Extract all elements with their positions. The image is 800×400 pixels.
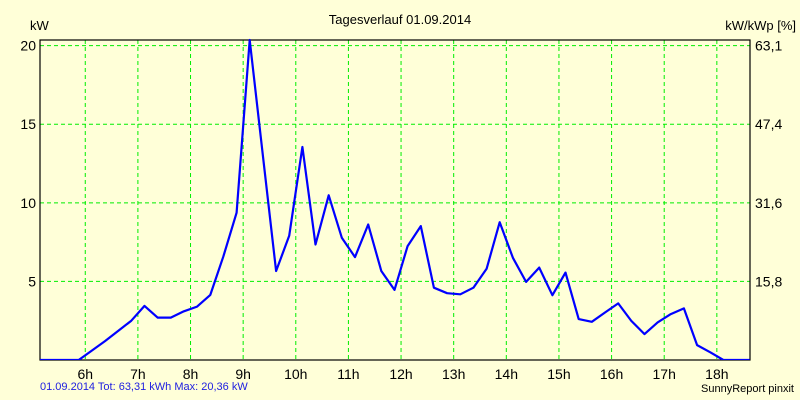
x-tick-label: 15h [547,366,570,382]
y-tick-label: 10 [20,195,36,211]
y-right-tick-label: 47,4 [755,116,782,132]
x-tick-label: 6h [77,366,93,382]
y-tick-label: 5 [28,273,36,289]
x-tick-label: 17h [653,366,676,382]
x-tick-label: 9h [235,366,251,382]
x-tick-label: 10h [284,366,307,382]
y-right-tick-label: 31,6 [755,195,782,211]
x-tick-label: 13h [442,366,465,382]
summary-text: 01.09.2014 Tot: 63,31 kWh Max: 20,36 kW [40,381,248,393]
x-tick-label: 11h [337,366,359,382]
plot-frame [39,39,751,361]
x-tick-label: 7h [130,366,146,382]
y-tick-label: 15 [20,116,36,132]
x-tick-label: 8h [183,366,199,382]
credit-text: SunnyReport pinxit [701,383,794,395]
x-tick-label: 16h [600,366,623,382]
y-tick-label: 20 [20,38,36,54]
x-tick-label: 18h [705,366,728,382]
y-axis-label: kW [30,18,49,33]
x-tick-label: 12h [389,366,412,382]
y-right-tick-label: 63,1 [755,38,782,54]
y-right-tick-label: 15,8 [755,273,782,289]
y-axis-right-label: kW/kWp [%] [725,18,796,33]
series-line-kW [40,38,750,360]
x-tick-label: 14h [495,366,518,382]
chart-title: Tagesverlauf 01.09.2014 [328,12,472,27]
